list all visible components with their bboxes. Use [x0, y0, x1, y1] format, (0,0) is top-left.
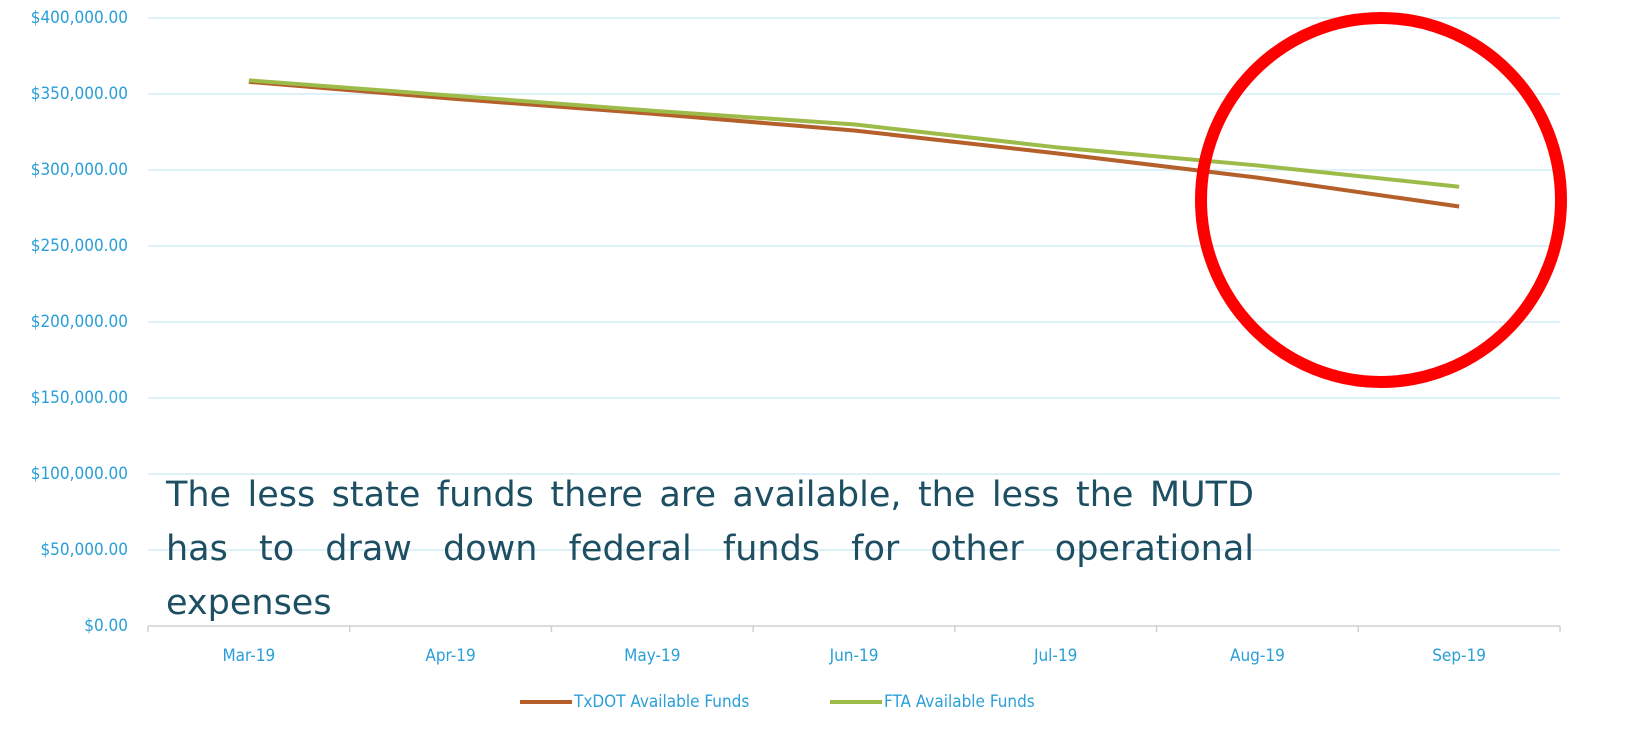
x-tick-label: Sep-19	[1432, 646, 1486, 666]
grid	[147, 17, 1561, 632]
y-tick-label: $400,000.00	[31, 8, 128, 28]
series-line	[248, 79, 1460, 209]
y-tick-label: $300,000.00	[31, 160, 128, 180]
plot	[248, 78, 1460, 209]
x-tick-label: Jul-19	[1033, 646, 1077, 666]
x-tick-label: Apr-19	[425, 646, 475, 666]
legend-label: FTA Available Funds	[884, 692, 1035, 712]
y-tick-label: $250,000.00	[31, 236, 128, 256]
annotation: The less state funds there are available…	[166, 475, 1254, 623]
y-tick-label: $100,000.00	[31, 464, 128, 484]
series-line	[248, 78, 1460, 189]
y-tick-label: $0.00	[84, 616, 128, 636]
x-tick-label: May-19	[624, 646, 680, 666]
x-tick-label: Mar-19	[222, 646, 275, 666]
y-tick-label: $350,000.00	[31, 84, 128, 104]
legend-label: TxDOT Available Funds	[573, 692, 749, 712]
y-tick-label: $50,000.00	[40, 540, 128, 560]
y-tick-label: $150,000.00	[31, 388, 128, 408]
highlight-circle	[1195, 12, 1567, 388]
y-tick-label: $200,000.00	[31, 312, 128, 332]
x-tick-label: Jun-19	[829, 646, 879, 666]
x-tick-label: Aug-19	[1230, 646, 1285, 666]
